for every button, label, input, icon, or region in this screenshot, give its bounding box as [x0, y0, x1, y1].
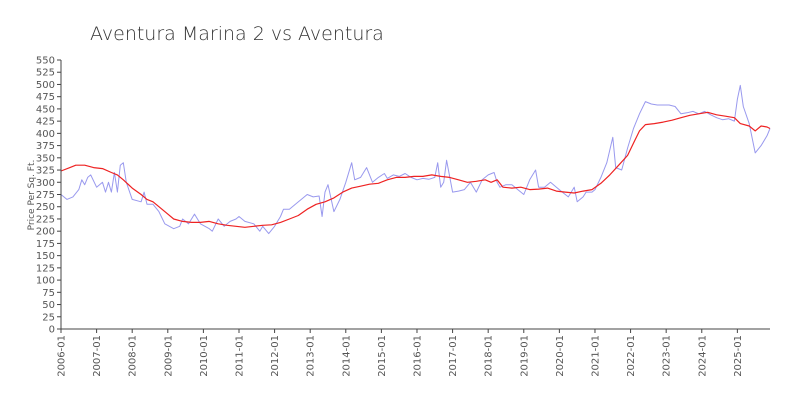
- x-tick-label: 2009-01: [163, 335, 174, 377]
- y-tick-label: 300: [36, 178, 55, 189]
- y-tick-label: 500: [36, 80, 55, 91]
- x-tick-label: 2012-01: [270, 335, 281, 377]
- x-tick-label: 2018-01: [484, 335, 495, 377]
- y-tick-label: 350: [36, 153, 55, 164]
- x-tick-label: 2019-01: [519, 335, 530, 377]
- x-tick-label: 2011-01: [234, 335, 245, 377]
- y-tick-label: 0: [49, 325, 55, 336]
- x-tick-label: 2008-01: [128, 335, 139, 377]
- x-tick-label: 2022-01: [626, 335, 637, 377]
- y-tick-label: 225: [36, 214, 55, 225]
- y-tick-label: 400: [36, 129, 55, 140]
- y-tick-label: 125: [36, 263, 55, 274]
- y-tick-label: 25: [42, 312, 55, 323]
- y-tick-label: 450: [36, 104, 55, 115]
- y-tick-label: 275: [36, 190, 55, 201]
- x-tick-label: 2007-01: [92, 335, 103, 377]
- y-tick-label: 550: [36, 56, 55, 67]
- series-line-2: [60, 111, 771, 228]
- y-tick-label: 50: [42, 300, 55, 311]
- x-tick-label: 2010-01: [199, 335, 210, 377]
- y-tick-label: 525: [36, 68, 55, 79]
- y-tick-label: 150: [36, 251, 55, 262]
- y-tick-label: 200: [36, 227, 55, 238]
- x-tick-label: 2020-01: [555, 335, 566, 377]
- x-tick-label: 2015-01: [377, 335, 388, 377]
- x-tick-label: 2016-01: [412, 335, 423, 377]
- y-tick-label: 250: [36, 202, 55, 213]
- x-tick-label: 2013-01: [306, 335, 317, 377]
- x-tick-label: 2023-01: [662, 335, 673, 377]
- x-tick-label: 2024-01: [697, 335, 708, 377]
- x-tick-label: 2006-01: [57, 335, 68, 377]
- y-tick-label: 175: [36, 239, 55, 250]
- y-axis-label: Price Per Sq. Ft.: [27, 160, 37, 231]
- x-axis: 2006-01 2007-01 2008-01 2009-01 2010-01 2011-…: [57, 329, 744, 377]
- y-tick-label: 475: [36, 92, 55, 103]
- series-layer: [60, 84, 771, 235]
- x-tick-label: 2021-01: [590, 335, 601, 377]
- y-tick-label: 325: [36, 166, 55, 177]
- x-tick-label: 2017-01: [448, 335, 459, 377]
- y-tick-label: 100: [36, 276, 55, 287]
- x-tick-label: 2025-01: [733, 335, 744, 377]
- y-tick-label: 375: [36, 141, 55, 152]
- x-tick-label: 2014-01: [341, 335, 352, 377]
- y-tick-label: 75: [42, 288, 55, 299]
- series-line-1: [60, 84, 771, 235]
- y-tick-label: 425: [36, 117, 55, 128]
- chart-title: Aventura Marina 2 vs Aventura: [90, 23, 384, 45]
